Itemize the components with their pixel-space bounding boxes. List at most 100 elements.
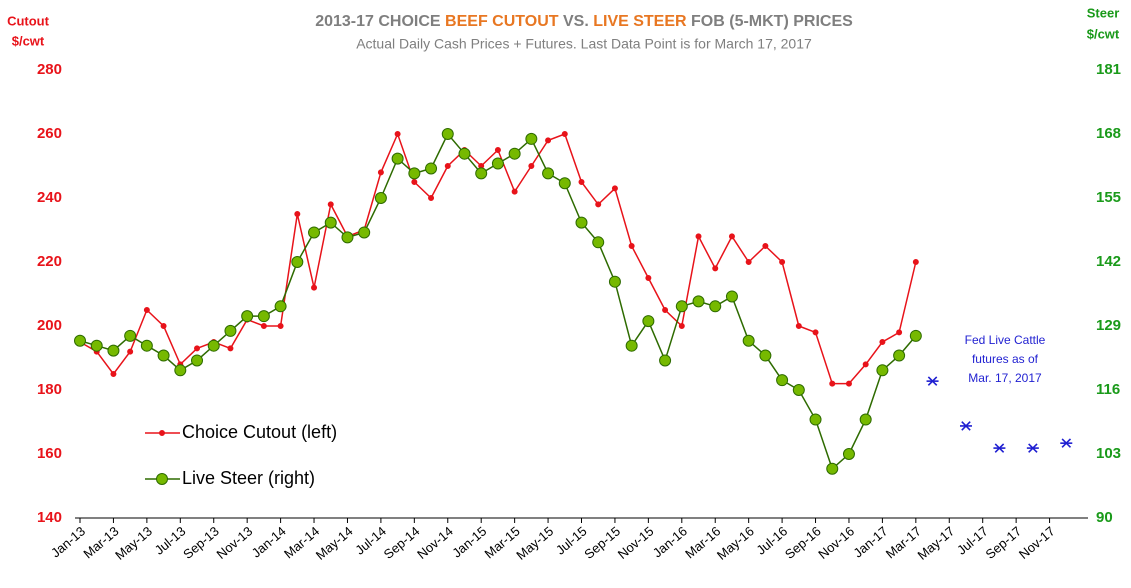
data-point <box>662 307 669 313</box>
legend-marker <box>159 430 165 436</box>
data-point <box>742 334 755 347</box>
data-point <box>542 167 555 180</box>
data-point <box>74 334 86 347</box>
data-point <box>912 259 919 265</box>
data-point <box>227 345 234 352</box>
futures-marker <box>993 443 1006 453</box>
data-point <box>311 284 318 291</box>
data-point <box>829 380 836 387</box>
data-point <box>862 361 869 368</box>
data-point <box>508 147 521 160</box>
x-tick-label: Nov-16 <box>815 523 857 561</box>
data-point <box>692 295 705 308</box>
y-tick-label: 220 <box>37 253 62 270</box>
data-point <box>174 364 187 377</box>
x-tick-label: May-15 <box>513 523 556 562</box>
x-tick-label: Nov-15 <box>615 523 657 561</box>
data-point <box>308 226 321 239</box>
data-point <box>776 374 789 387</box>
data-point <box>842 448 855 460</box>
data-point <box>859 413 872 426</box>
legend-label: Live Steer (right) <box>182 468 315 488</box>
data-point <box>709 300 722 313</box>
x-tick-label: Nov-17 <box>1016 523 1058 561</box>
y-tick-label: 200 <box>37 317 62 334</box>
y-tick-label: 160 <box>37 445 62 462</box>
data-point <box>291 256 304 268</box>
asterisk-stroke <box>1028 443 1038 453</box>
asterisk-stroke <box>994 443 1005 453</box>
data-point <box>277 323 284 329</box>
series-line <box>79 132 917 471</box>
data-point <box>645 275 652 281</box>
y2-tick-label: 129 <box>1096 317 1121 334</box>
y2-axis-label: $/cwt <box>1087 26 1120 41</box>
data-point <box>260 323 267 329</box>
series-line <box>79 131 917 385</box>
data-point <box>294 211 301 217</box>
futures-marker <box>1026 443 1039 453</box>
x-tick-label: Sep-17 <box>983 523 1025 561</box>
x-tick-label: Jan-16 <box>650 523 690 560</box>
data-point <box>110 371 117 377</box>
data-point <box>140 339 153 352</box>
x-tick-label: Sep-15 <box>581 523 623 561</box>
data-point <box>812 329 819 336</box>
data-point <box>458 147 471 160</box>
annotation: Fed Live Cattle <box>965 333 1046 347</box>
data-point <box>224 324 237 337</box>
x-tick-label: May-16 <box>714 523 757 562</box>
data-point <box>896 329 903 336</box>
legend-label: Choice Cutout (left) <box>182 422 337 442</box>
data-point <box>893 349 906 362</box>
data-point <box>879 339 886 345</box>
data-point <box>592 236 605 249</box>
data-point <box>358 226 371 239</box>
futures-marker <box>959 421 972 431</box>
asterisk-stroke <box>961 421 971 431</box>
y-axis-label: Cutout <box>7 13 50 28</box>
data-point <box>625 339 638 352</box>
y2-tick-label: 181 <box>1096 61 1121 78</box>
title-part: BEEF CUTOUT <box>445 13 559 30</box>
data-point <box>160 323 167 329</box>
x-tick-label: Nov-13 <box>214 523 256 561</box>
y-axis-label: $/cwt <box>12 33 45 48</box>
data-point <box>659 354 672 367</box>
data-point <box>377 169 384 176</box>
x-tick-label: May-13 <box>112 523 155 562</box>
y2-axis-label: Steer <box>1087 5 1120 20</box>
data-point <box>475 167 488 180</box>
x-tick-label: Jan-17 <box>850 523 890 560</box>
data-point <box>441 128 454 140</box>
data-point <box>425 162 438 175</box>
asterisk-stroke <box>927 376 938 386</box>
data-point <box>394 131 401 137</box>
data-point <box>491 157 504 170</box>
data-point <box>575 216 588 229</box>
data-point <box>561 131 568 137</box>
data-point <box>391 152 404 165</box>
data-point <box>762 243 769 249</box>
x-tick-label: Sep-14 <box>381 523 423 561</box>
x-tick-label: May-14 <box>313 523 356 562</box>
data-point <box>241 310 254 323</box>
y2-tick-label: 155 <box>1096 189 1121 206</box>
title-part: FOB (5-MKT) PRICES <box>687 13 854 30</box>
y-tick-label: 240 <box>37 189 62 206</box>
data-point <box>909 329 922 342</box>
y2-tick-label: 142 <box>1096 253 1121 270</box>
data-point <box>795 323 802 329</box>
data-point <box>157 349 170 362</box>
x-tick-label: May-17 <box>915 523 958 562</box>
legend-marker <box>156 473 168 485</box>
data-point <box>528 163 535 169</box>
data-point <box>595 201 602 208</box>
data-point <box>678 323 685 329</box>
data-point <box>324 216 337 229</box>
title-part: 2013-17 CHOICE <box>315 13 445 30</box>
data-point <box>191 354 204 367</box>
data-point <box>826 462 839 475</box>
data-point <box>779 259 786 265</box>
